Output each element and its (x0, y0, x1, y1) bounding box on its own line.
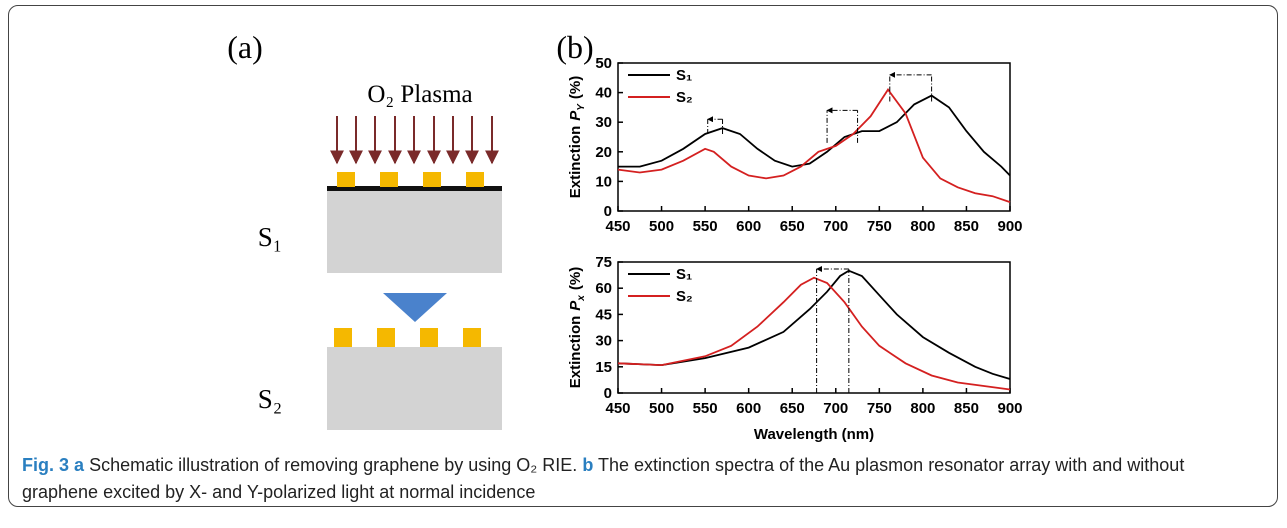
process-arrow (383, 293, 447, 322)
sample-s2 (327, 328, 502, 430)
x-tick-label: 550 (693, 400, 718, 417)
x-tick-label: 750 (867, 218, 892, 235)
plot-frame (617, 261, 1011, 394)
y-label-text: Extinction (567, 126, 584, 199)
x-tick-label: 650 (780, 400, 805, 417)
y-tick-label: 30 (595, 114, 612, 131)
plasma-arrows (330, 116, 499, 165)
y-tick-label: 30 (595, 333, 612, 350)
y-tick-label: 0 (604, 385, 612, 402)
y-label-sub: Y (576, 103, 587, 111)
y-label-sub: x (576, 295, 587, 302)
x-tick-label: 650 (780, 218, 805, 235)
sample-label: S₁ (258, 222, 282, 252)
caption-part: a (74, 455, 85, 475)
x-tick-label: 750 (867, 400, 892, 417)
x-axis-label: Wavelength (nm) (754, 426, 874, 443)
x-tick-label: 850 (954, 400, 979, 417)
y-label-unit: (%) (567, 267, 584, 290)
y-label-var: P (567, 300, 584, 311)
legend-label: S₁ (676, 67, 692, 84)
legend-label: S₂ (676, 89, 693, 106)
plasma-label: O₂ Plasma (367, 81, 472, 108)
series-line (618, 94, 1011, 177)
x-tick-label: 700 (823, 400, 848, 417)
x-tick-label: 500 (649, 400, 674, 417)
legend-label: S₁ (676, 266, 692, 283)
y-tick-label: 75 (595, 254, 612, 271)
y-label-unit: (%) (567, 76, 584, 99)
y-tick-label: 50 (595, 55, 612, 72)
figure-frame (8, 5, 1278, 507)
caption-part: b (582, 455, 594, 475)
x-tick-label: 550 (693, 218, 718, 235)
x-tick-label: 850 (954, 218, 979, 235)
x-tick-label: 450 (605, 218, 630, 235)
x-tick-label: 600 (736, 400, 761, 417)
x-tick-label: 800 (910, 400, 935, 417)
y-axis-label: Extinction PY (%) (567, 76, 587, 199)
x-tick-label: 800 (910, 218, 935, 235)
x-tick-label: 900 (997, 218, 1022, 235)
y-label-var: P (567, 110, 584, 121)
y-tick-label: 20 (595, 144, 612, 161)
caption-fig: Fig. 3 (22, 455, 70, 475)
y-tick-label: 15 (595, 359, 612, 376)
panel-label: (b) (556, 29, 593, 65)
sample-s1 (327, 172, 502, 273)
caption-text: Schematic illustration of removing graph… (89, 455, 578, 475)
y-tick-label: 45 (595, 306, 612, 323)
y-tick-label: 0 (604, 203, 612, 220)
y-tick-label: 10 (595, 173, 612, 190)
sample-label: S₂ (258, 384, 282, 414)
panel-label: (a) (227, 29, 263, 65)
series-line (617, 276, 1011, 391)
x-tick-label: 900 (997, 400, 1022, 417)
y-label-text: Extinction (567, 316, 584, 389)
x-tick-label: 700 (823, 218, 848, 235)
x-tick-label: 600 (736, 218, 761, 235)
x-tick-label: 500 (649, 218, 674, 235)
legend-label: S₂ (676, 288, 693, 305)
plot-frame (617, 62, 1011, 212)
y-tick-label: 40 (595, 85, 612, 102)
figure: (a) O₂ Plasma S₁ S₂ (b) 450 500 550 600 650 7… (227, 29, 1022, 443)
y-axis-label: Extinction Px (%) (567, 267, 587, 388)
caption-text: The extinction spectra of the Au plasmon… (22, 455, 1185, 502)
x-tick-label: 450 (605, 400, 630, 417)
series-line (617, 88, 1011, 203)
caption: Fig. 3 a Schematic illustration of remov… (22, 452, 1252, 506)
y-tick-label: 60 (595, 280, 612, 297)
